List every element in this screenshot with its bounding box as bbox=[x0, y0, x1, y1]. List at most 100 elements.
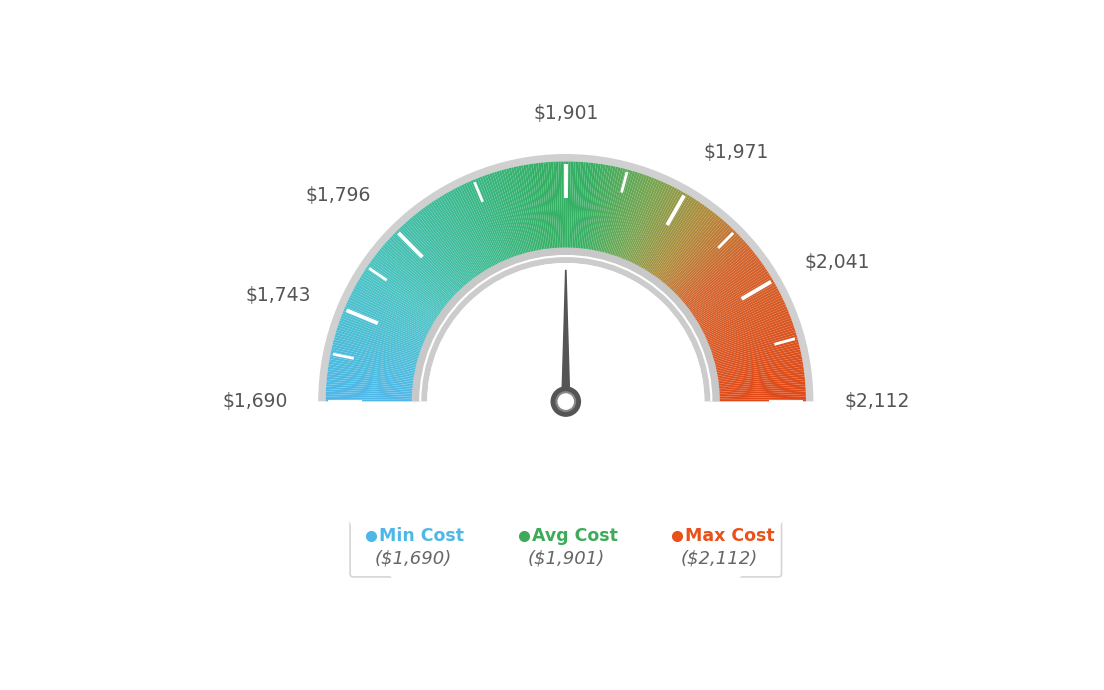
Wedge shape bbox=[337, 327, 428, 358]
Wedge shape bbox=[493, 172, 524, 264]
Wedge shape bbox=[391, 235, 461, 303]
Wedge shape bbox=[676, 246, 751, 309]
Wedge shape bbox=[444, 194, 493, 277]
Wedge shape bbox=[426, 204, 484, 284]
Wedge shape bbox=[531, 164, 546, 259]
Wedge shape bbox=[673, 241, 746, 306]
Wedge shape bbox=[326, 389, 422, 395]
Wedge shape bbox=[657, 215, 719, 290]
Wedge shape bbox=[468, 181, 509, 270]
Wedge shape bbox=[601, 168, 626, 262]
Wedge shape bbox=[423, 207, 481, 286]
Wedge shape bbox=[413, 215, 475, 290]
Wedge shape bbox=[668, 232, 737, 300]
Wedge shape bbox=[329, 357, 424, 376]
Wedge shape bbox=[466, 182, 507, 270]
Wedge shape bbox=[661, 221, 726, 294]
Wedge shape bbox=[358, 279, 442, 329]
Wedge shape bbox=[669, 233, 740, 302]
Wedge shape bbox=[703, 327, 795, 358]
Wedge shape bbox=[690, 279, 774, 329]
Wedge shape bbox=[336, 332, 427, 362]
Wedge shape bbox=[670, 235, 741, 303]
Wedge shape bbox=[379, 248, 455, 310]
Wedge shape bbox=[318, 402, 814, 649]
Wedge shape bbox=[588, 164, 606, 259]
Wedge shape bbox=[592, 165, 611, 259]
Wedge shape bbox=[581, 163, 594, 258]
Wedge shape bbox=[686, 266, 766, 322]
Wedge shape bbox=[341, 313, 432, 350]
Wedge shape bbox=[614, 175, 647, 266]
Wedge shape bbox=[349, 297, 436, 340]
Wedge shape bbox=[704, 335, 797, 363]
Wedge shape bbox=[593, 166, 613, 260]
Wedge shape bbox=[709, 369, 804, 384]
Wedge shape bbox=[491, 172, 522, 264]
Wedge shape bbox=[511, 167, 534, 261]
Wedge shape bbox=[622, 180, 661, 269]
Wedge shape bbox=[571, 161, 576, 257]
Text: $1,690: $1,690 bbox=[222, 392, 287, 411]
Wedge shape bbox=[327, 379, 422, 389]
Wedge shape bbox=[633, 189, 679, 274]
Wedge shape bbox=[702, 323, 794, 355]
Wedge shape bbox=[368, 264, 447, 320]
Wedge shape bbox=[553, 161, 560, 257]
Wedge shape bbox=[342, 310, 432, 348]
Wedge shape bbox=[378, 250, 454, 312]
Wedge shape bbox=[516, 166, 538, 260]
Wedge shape bbox=[675, 243, 747, 307]
Wedge shape bbox=[384, 243, 457, 307]
Wedge shape bbox=[634, 190, 681, 275]
Text: $2,041: $2,041 bbox=[805, 253, 870, 272]
Wedge shape bbox=[710, 384, 806, 393]
Circle shape bbox=[556, 392, 575, 411]
Wedge shape bbox=[664, 225, 730, 296]
Wedge shape bbox=[489, 173, 521, 264]
Wedge shape bbox=[667, 230, 735, 299]
Text: Avg Cost: Avg Cost bbox=[532, 527, 618, 545]
Wedge shape bbox=[679, 253, 755, 313]
Wedge shape bbox=[710, 386, 806, 394]
Wedge shape bbox=[543, 162, 554, 257]
Wedge shape bbox=[475, 178, 512, 268]
Wedge shape bbox=[569, 161, 573, 257]
Wedge shape bbox=[453, 189, 499, 274]
FancyBboxPatch shape bbox=[656, 515, 782, 577]
Wedge shape bbox=[607, 172, 638, 264]
Wedge shape bbox=[403, 223, 469, 295]
Wedge shape bbox=[615, 176, 649, 266]
Text: Max Cost: Max Cost bbox=[686, 527, 775, 545]
Wedge shape bbox=[329, 362, 423, 379]
Wedge shape bbox=[652, 209, 711, 286]
Wedge shape bbox=[344, 306, 433, 346]
Wedge shape bbox=[420, 255, 712, 402]
Wedge shape bbox=[331, 349, 425, 371]
Wedge shape bbox=[590, 165, 608, 259]
Wedge shape bbox=[709, 366, 804, 382]
Wedge shape bbox=[611, 173, 643, 264]
Wedge shape bbox=[708, 359, 803, 377]
Wedge shape bbox=[710, 379, 805, 389]
Wedge shape bbox=[327, 377, 422, 388]
Wedge shape bbox=[519, 166, 539, 260]
Wedge shape bbox=[587, 164, 604, 259]
Wedge shape bbox=[373, 257, 450, 315]
Wedge shape bbox=[330, 352, 424, 373]
Wedge shape bbox=[703, 325, 794, 357]
Wedge shape bbox=[523, 165, 542, 259]
Wedge shape bbox=[405, 221, 470, 294]
Wedge shape bbox=[363, 270, 445, 324]
Wedge shape bbox=[326, 384, 422, 393]
Wedge shape bbox=[689, 275, 772, 327]
Wedge shape bbox=[425, 206, 482, 285]
Wedge shape bbox=[707, 344, 799, 368]
Wedge shape bbox=[477, 177, 514, 267]
Wedge shape bbox=[688, 273, 769, 326]
Wedge shape bbox=[666, 228, 734, 298]
Wedge shape bbox=[333, 337, 426, 364]
Wedge shape bbox=[348, 299, 435, 342]
Wedge shape bbox=[435, 199, 488, 280]
Text: $1,796: $1,796 bbox=[306, 186, 371, 206]
